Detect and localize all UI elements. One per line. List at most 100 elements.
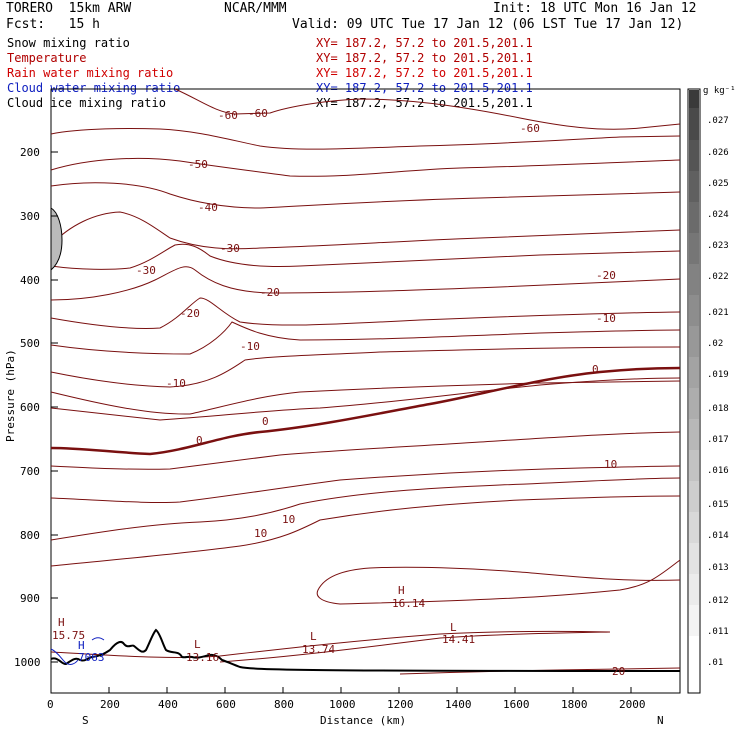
extremum-value: 13.74 xyxy=(302,643,335,656)
legend-rain: Rain water mixing ratio xyxy=(7,66,174,80)
y-tick-label: 700 xyxy=(20,465,40,478)
extremum-type: L xyxy=(194,638,201,651)
y-tick-label: 500 xyxy=(20,337,40,350)
x-axis: 0 200 400 600 800 1000 1200 1400 1600 18… xyxy=(47,687,664,727)
colorbar-label: .027 xyxy=(707,116,729,126)
y-tick-label: 400 xyxy=(20,274,40,287)
extremum-value: 13.16 xyxy=(186,651,219,664)
contour-label: -10 xyxy=(240,340,260,353)
center-title: NCAR/MMM xyxy=(224,1,287,16)
x-tick-label: 1000 xyxy=(329,698,356,711)
contour-label: 10 xyxy=(282,513,295,526)
isotherm-low-b xyxy=(219,631,611,663)
contour-label: -60 xyxy=(218,109,238,122)
colorbar-label: .025 xyxy=(707,179,729,189)
forecast-hour: Fcst: 15 h xyxy=(6,17,100,32)
isotherm-10-b xyxy=(50,477,681,541)
isotherm-minus10-b xyxy=(50,346,681,388)
x-tick-label: 1800 xyxy=(561,698,588,711)
colorbar-label: .026 xyxy=(707,148,729,158)
y-tick-label: 1000 xyxy=(14,656,41,669)
colorbar-label: .012 xyxy=(707,596,729,606)
isotherm-minus50 xyxy=(50,157,681,177)
x-tick-label: 1200 xyxy=(387,698,414,711)
colorbar-label: .018 xyxy=(707,404,729,414)
legend-temperature: Temperature xyxy=(7,51,87,65)
colorbar-label: .01 xyxy=(707,658,723,668)
isotherm-10-a xyxy=(50,465,681,504)
legend-rain-xy: XY= 187.2, 57.2 to 201.5,201.1 xyxy=(316,66,533,80)
extremum-value: 15.75 xyxy=(52,629,85,642)
y-tick-label: 200 xyxy=(20,146,40,159)
cloud-ice-contour xyxy=(50,207,63,272)
x-tick-label: 600 xyxy=(216,698,236,711)
contour-label: 20 xyxy=(612,665,625,678)
isotherm-minus60-a xyxy=(174,88,681,130)
isotherm-minus20-a xyxy=(50,266,681,301)
contour-label: 10 xyxy=(604,458,617,471)
isotherm-minus10-c xyxy=(50,380,681,415)
legend-cloud-water: Cloud water mixing ratio xyxy=(7,81,181,95)
colorbar-label: .023 xyxy=(707,241,729,251)
contour-label: -60 xyxy=(248,107,268,120)
contour-label: -10 xyxy=(596,312,616,325)
isotherm-minus20-b xyxy=(50,297,681,329)
y-tick-label: 900 xyxy=(20,592,40,605)
x-end-south: S xyxy=(82,714,89,727)
isotherm-zero-bold xyxy=(50,366,681,456)
model-title: TORERO 15km ARW xyxy=(6,1,132,16)
terrain xyxy=(50,628,681,672)
extremum-value: 16.14 xyxy=(392,597,425,610)
colorbar-label: .014 xyxy=(707,531,729,541)
colorbar-label: .016 xyxy=(707,466,729,476)
isotherm-minus10-a xyxy=(50,321,681,355)
init-time: Init: 18 UTC Mon 16 Jan 12 xyxy=(493,1,697,16)
x-axis-label: Distance (km) xyxy=(320,714,406,727)
contour-labels: -60 -60 -60 -50 -40 -30 -30 -20 -20 -20 … xyxy=(136,107,625,678)
colorbar-label: .011 xyxy=(707,627,729,637)
legend-cloud-ice: Cloud ice mixing ratio xyxy=(7,96,166,110)
contour-label: 0 xyxy=(592,363,599,376)
colorbar-unit: g kg⁻¹ xyxy=(703,86,736,96)
isotherm-minus30-a xyxy=(50,211,681,250)
colorbar-label: .022 xyxy=(707,272,729,282)
isotherm-zero-b xyxy=(50,431,681,470)
x-tick-label: 800 xyxy=(274,698,294,711)
colorbar-label: .02 xyxy=(707,339,723,349)
colorbar-label: .024 xyxy=(707,210,729,220)
legend-temperature-xy: XY= 187.2, 57.2 to 201.5,201.1 xyxy=(316,51,533,65)
valid-time: Valid: 09 UTC Tue 17 Jan 12 (06 LST Tue … xyxy=(292,17,684,32)
y-axis-label: Pressure (hPa) xyxy=(4,349,17,442)
contour-label: -20 xyxy=(260,286,280,299)
colorbar-label: .019 xyxy=(707,370,729,380)
x-tick-label: 1400 xyxy=(445,698,472,711)
contour-label: -30 xyxy=(220,242,240,255)
extremum-type: H xyxy=(58,616,65,629)
contour-label: -20 xyxy=(180,307,200,320)
isotherm-minus40 xyxy=(50,182,681,209)
colorbar-label: .015 xyxy=(707,500,729,510)
contour-label: 0 xyxy=(196,434,203,447)
colorbar-label: .013 xyxy=(707,563,729,573)
colorbar-label: .017 xyxy=(707,435,729,445)
x-end-north: N xyxy=(657,714,664,727)
plot-frame xyxy=(50,88,681,694)
contour-label: 10 xyxy=(254,527,267,540)
isotherm-minus60-b xyxy=(50,128,681,150)
isotherm-warm-loop xyxy=(316,559,681,605)
contour-label: -50 xyxy=(188,158,208,171)
extremum-type: L xyxy=(450,621,457,634)
isotherm-10-c xyxy=(50,495,681,567)
y-tick-label: 300 xyxy=(20,210,40,223)
x-tick-label: 200 xyxy=(100,698,120,711)
extremum-type: L xyxy=(310,630,317,643)
x-tick-label: 0 xyxy=(47,698,54,711)
x-tick-label: 2000 xyxy=(619,698,646,711)
isotherm-low-a xyxy=(50,630,611,658)
legend-cloud-water-xy: XY= 187.2, 57.2 to 201.5,201.1 xyxy=(316,81,533,95)
x-tick-label: 1600 xyxy=(503,698,530,711)
colorbar-label: .021 xyxy=(707,308,729,318)
cloud-water-contour xyxy=(50,648,79,665)
legend-snow-xy: XY= 187.2, 57.2 to 201.5,201.1 xyxy=(316,36,533,50)
